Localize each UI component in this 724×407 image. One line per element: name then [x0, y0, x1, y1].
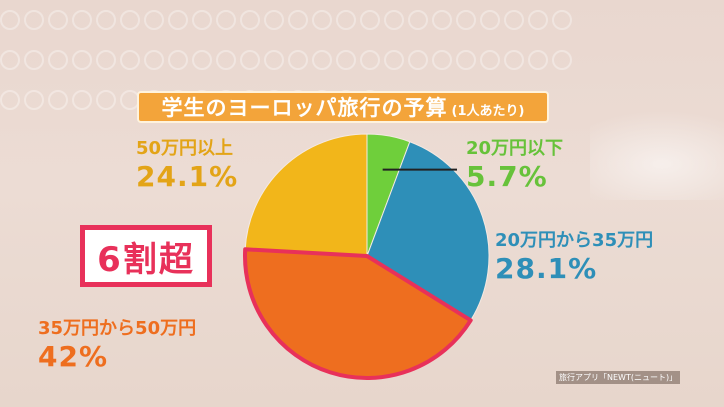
chart-title-box: 学生のヨーロッパ旅行の予算 (1人あたり) [137, 91, 549, 123]
label-over-50: 50万円以上 24.1% [136, 134, 238, 193]
pie-slice-2 [243, 247, 473, 380]
label-20-35-value: 28.1% [495, 252, 598, 285]
label-20-35-category: 20万円から35万円 [495, 230, 654, 251]
label-35-50-value: 42% [38, 340, 109, 373]
source-credit: 旅行アプリ「NEWT(ニュート)」 [556, 371, 681, 384]
majority-callout: 6割超 [80, 225, 212, 287]
label-over-50-category: 50万円以上 [136, 138, 234, 159]
pie-slice-3 [244, 133, 368, 257]
background-cloud [590, 110, 724, 200]
label-20-35: 20万円から35万円 28.1% [495, 226, 653, 285]
label-under-20-value: 5.7% [466, 160, 548, 193]
label-over-50-value: 24.1% [136, 160, 239, 193]
label-under-20-category: 20万円以下 [466, 138, 564, 159]
pie-slice-1 [366, 141, 490, 321]
label-35-50-category: 35万円から50万円 [38, 318, 197, 339]
chart-title: 学生のヨーロッパ旅行の予算 [161, 96, 448, 120]
label-35-50: 35万円から50万円 42% [38, 314, 196, 373]
chart-subtitle: (1人あたり) [451, 104, 525, 119]
label-under-20: 20万円以下 5.7% [466, 134, 563, 193]
